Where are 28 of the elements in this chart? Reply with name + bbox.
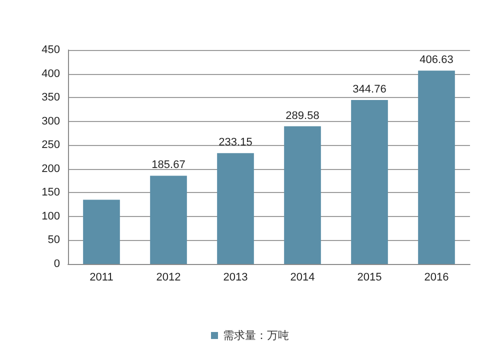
data-label: 289.58 xyxy=(286,110,320,122)
bar xyxy=(83,200,120,264)
y-tick-label: 350 xyxy=(42,92,60,104)
y-tick-label: 200 xyxy=(42,162,60,175)
bar xyxy=(284,126,321,264)
data-label: 233.15 xyxy=(218,136,252,149)
y-tick-label: 100 xyxy=(42,210,60,222)
bar xyxy=(418,70,455,264)
data-label: 406.63 xyxy=(420,54,454,66)
x-tick-label: 2015 xyxy=(357,272,382,284)
y-tick-label: 150 xyxy=(42,186,60,199)
legend-label: 需求量：万吨 xyxy=(223,329,289,342)
data-label: 185.67 xyxy=(152,159,186,172)
bar xyxy=(150,176,187,264)
y-tick-label: 450 xyxy=(42,44,60,56)
x-tick-label: 2016 xyxy=(424,272,449,284)
y-tick-label: 250 xyxy=(42,139,60,152)
data-label: 344.76 xyxy=(352,84,386,96)
bar xyxy=(351,100,388,264)
x-tick-label: 2014 xyxy=(290,272,315,284)
y-tick-label: 50 xyxy=(48,234,60,246)
y-tick-label: 400 xyxy=(42,68,60,80)
x-tick-label: 2013 xyxy=(223,272,248,284)
y-tick-label: 0 xyxy=(54,258,60,270)
y-tick-label: 300 xyxy=(42,115,60,128)
x-tick-label: 2011 xyxy=(90,272,114,284)
x-tick-label: 2012 xyxy=(156,272,181,284)
bar xyxy=(217,153,254,264)
